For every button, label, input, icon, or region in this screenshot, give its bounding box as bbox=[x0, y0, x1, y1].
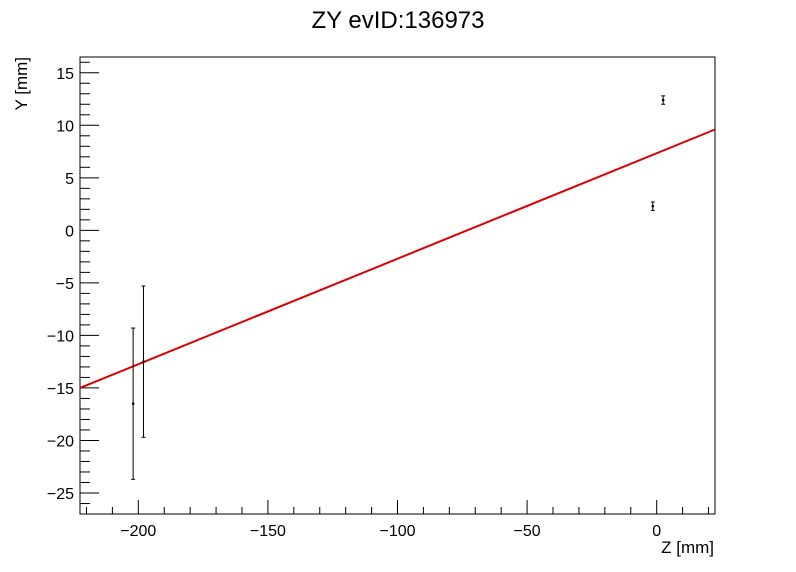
x-tick-label: 0 bbox=[652, 523, 661, 540]
fit-line bbox=[79, 128, 716, 389]
point-marker bbox=[661, 98, 665, 102]
point-marker bbox=[131, 402, 135, 405]
y-tick-label: −25 bbox=[47, 486, 74, 503]
data-point bbox=[141, 285, 146, 438]
point-marker bbox=[142, 360, 145, 363]
x-tick-label: −200 bbox=[120, 523, 156, 540]
plot-frame bbox=[79, 56, 716, 515]
point-marker bbox=[651, 204, 655, 208]
y-tick-label: 10 bbox=[56, 118, 74, 135]
x-axis-label: Z [mm] bbox=[661, 538, 714, 557]
fit-line-segment bbox=[79, 128, 716, 389]
data-point bbox=[131, 327, 136, 480]
y-tick-label: −10 bbox=[47, 328, 74, 345]
x-tick-label: −150 bbox=[250, 523, 286, 540]
y-tick-label: −15 bbox=[47, 381, 74, 398]
x-tick-label: −100 bbox=[379, 523, 415, 540]
chart-title: ZY evID:136973 bbox=[311, 7, 484, 34]
y-tick-label: −20 bbox=[47, 433, 74, 450]
y-tick-label: 0 bbox=[65, 223, 74, 240]
y-tick-label: 5 bbox=[65, 171, 74, 188]
x-axis: −200 −150 −100 −50 0 bbox=[85, 500, 710, 540]
data-points bbox=[131, 95, 666, 480]
y-axis-label: Y [mm] bbox=[12, 57, 31, 111]
y-tick-label: 15 bbox=[56, 66, 74, 83]
data-point bbox=[650, 201, 655, 211]
y-axis: −25 −20 −15 −10 −5 0 5 10 15 bbox=[47, 61, 99, 515]
x-tick-label: −50 bbox=[514, 523, 541, 540]
data-point bbox=[661, 95, 666, 105]
y-tick-label: −5 bbox=[56, 276, 74, 293]
